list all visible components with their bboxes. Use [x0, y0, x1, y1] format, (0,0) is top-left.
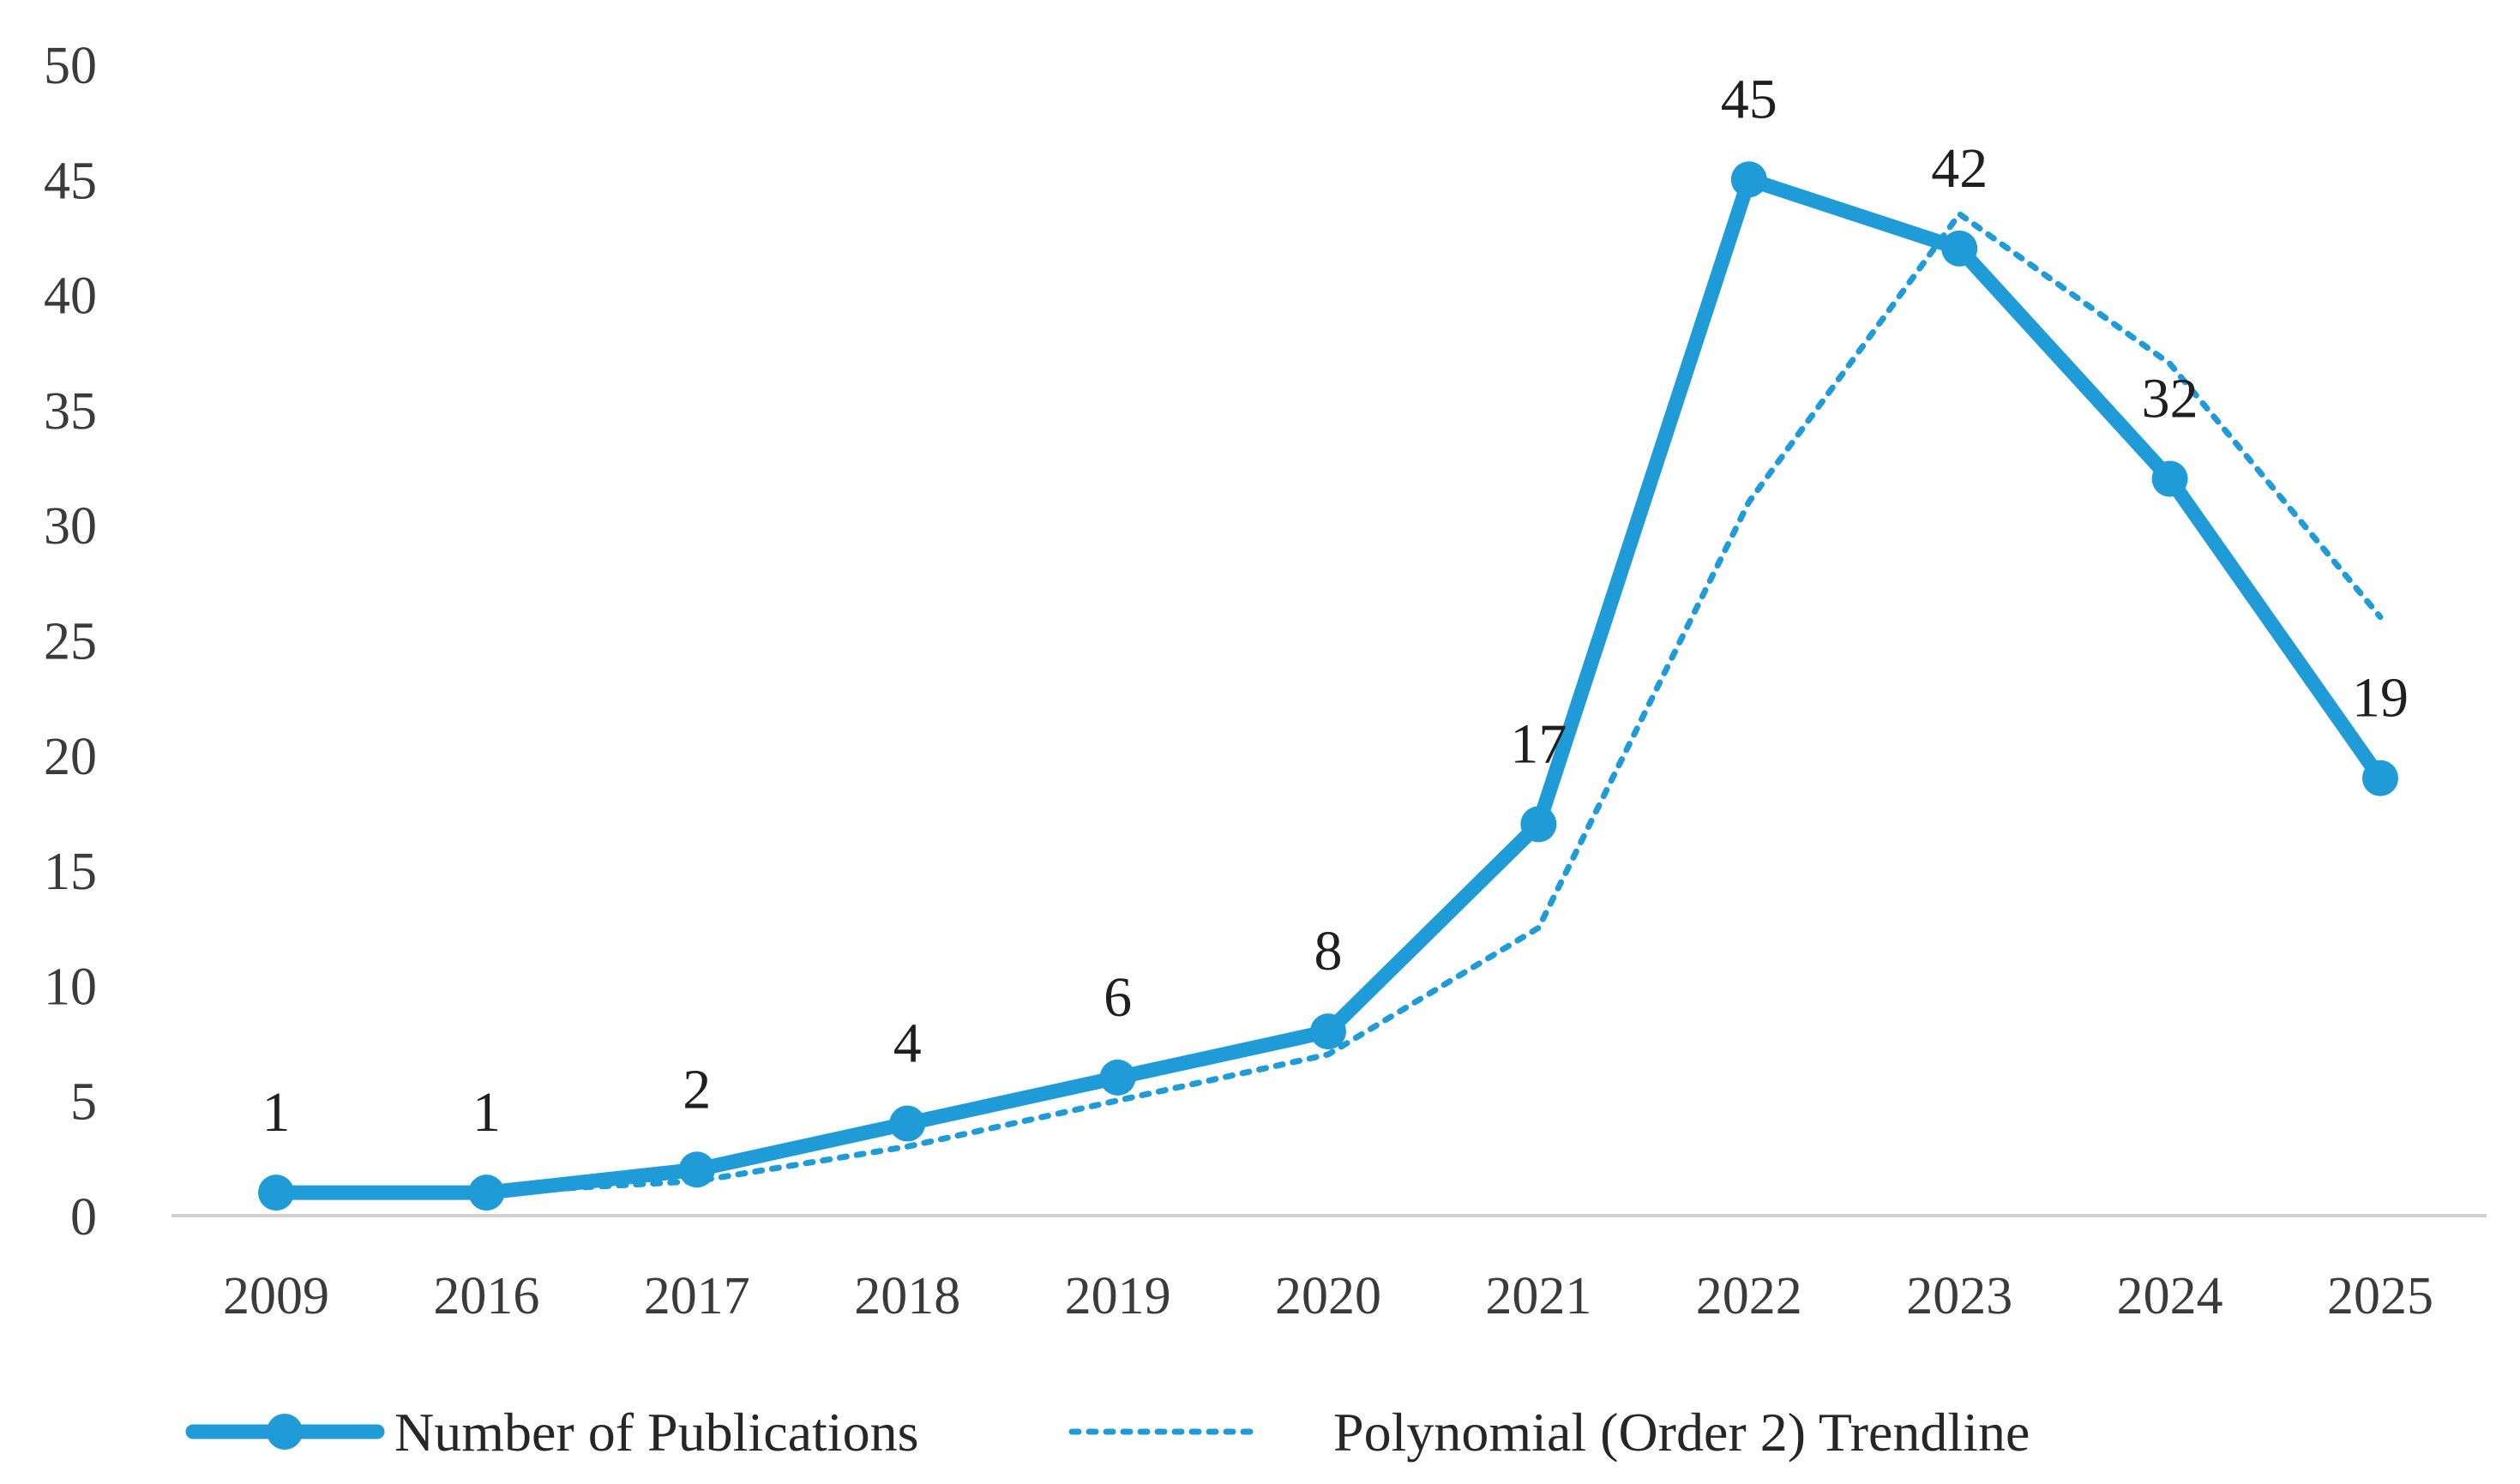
data-label: 42	[1931, 137, 1988, 200]
legend: Number of Publications Polynomial (Order…	[185, 1402, 2030, 1463]
data-label: 17	[1510, 712, 1567, 775]
y-tick-label: 20	[44, 728, 97, 786]
y-tick-label: 5	[70, 1073, 97, 1132]
data-point-marker	[1310, 1013, 1346, 1050]
trendline	[273, 209, 2384, 1196]
y-tick-label: 50	[44, 37, 97, 95]
y-tick-label: 25	[44, 613, 97, 671]
x-tick-label: 2017	[644, 1267, 750, 1325]
data-label: 19	[2352, 667, 2409, 730]
x-tick-label: 2025	[2327, 1267, 2433, 1325]
legend-publications-marker	[267, 1414, 303, 1450]
x-axis-tick-labels: 2009 2016 2017 2018 2019 2020 2021 2022 2023 2024…	[223, 1267, 2433, 1325]
data-label: 8	[1314, 920, 1343, 982]
x-tick-label: 2020	[1275, 1267, 1381, 1325]
data-label: 1	[472, 1081, 501, 1144]
data-label: 45	[1721, 68, 1777, 130]
data-label: 32	[2142, 367, 2198, 430]
data-point-marker	[1941, 230, 1978, 267]
data-point-marker	[2151, 460, 2188, 497]
legend-publications-label: Number of Publications	[394, 1402, 918, 1463]
x-tick-label: 2018	[854, 1267, 960, 1325]
data-point-marker	[258, 1175, 294, 1211]
data-point-marker	[1099, 1059, 1136, 1096]
data-point-marker	[678, 1151, 715, 1188]
x-tick-label: 2023	[1906, 1267, 2012, 1325]
y-tick-label: 0	[70, 1188, 97, 1247]
data-point-marker	[2362, 760, 2398, 796]
data-point-marker	[1520, 806, 1557, 843]
x-tick-label: 2021	[1485, 1267, 1591, 1325]
x-tick-label: 2024	[2117, 1267, 2223, 1325]
y-tick-label: 30	[44, 497, 97, 556]
y-tick-label: 10	[44, 958, 97, 1016]
y-tick-label: 45	[44, 152, 97, 210]
y-tick-label: 15	[44, 843, 97, 901]
data-label: 2	[683, 1058, 711, 1121]
data-label: 1	[262, 1081, 291, 1144]
data-labels: 1 1 2 4 6 8 17 45 42 32 19	[262, 68, 2409, 1144]
y-tick-label: 35	[44, 382, 97, 441]
data-point-marker	[889, 1105, 926, 1142]
data-point-marker	[468, 1175, 505, 1211]
y-tick-label: 40	[44, 267, 97, 326]
x-tick-label: 2016	[433, 1267, 539, 1325]
x-tick-label: 2019	[1065, 1267, 1171, 1325]
legend-trendline-label: Polynomial (Order 2) Trendline	[1333, 1402, 2030, 1463]
x-tick-label: 2022	[1696, 1267, 1802, 1325]
trendline-series	[273, 209, 2384, 1196]
data-label: 4	[893, 1012, 922, 1075]
publication-markers	[258, 161, 2398, 1211]
data-point-marker	[1730, 161, 1767, 198]
y-axis-tick-labels: 0 5 10 15 20 25 30 35 40 45 50	[44, 37, 97, 1247]
x-tick-label: 2009	[223, 1267, 329, 1325]
data-label: 6	[1104, 966, 1132, 1029]
